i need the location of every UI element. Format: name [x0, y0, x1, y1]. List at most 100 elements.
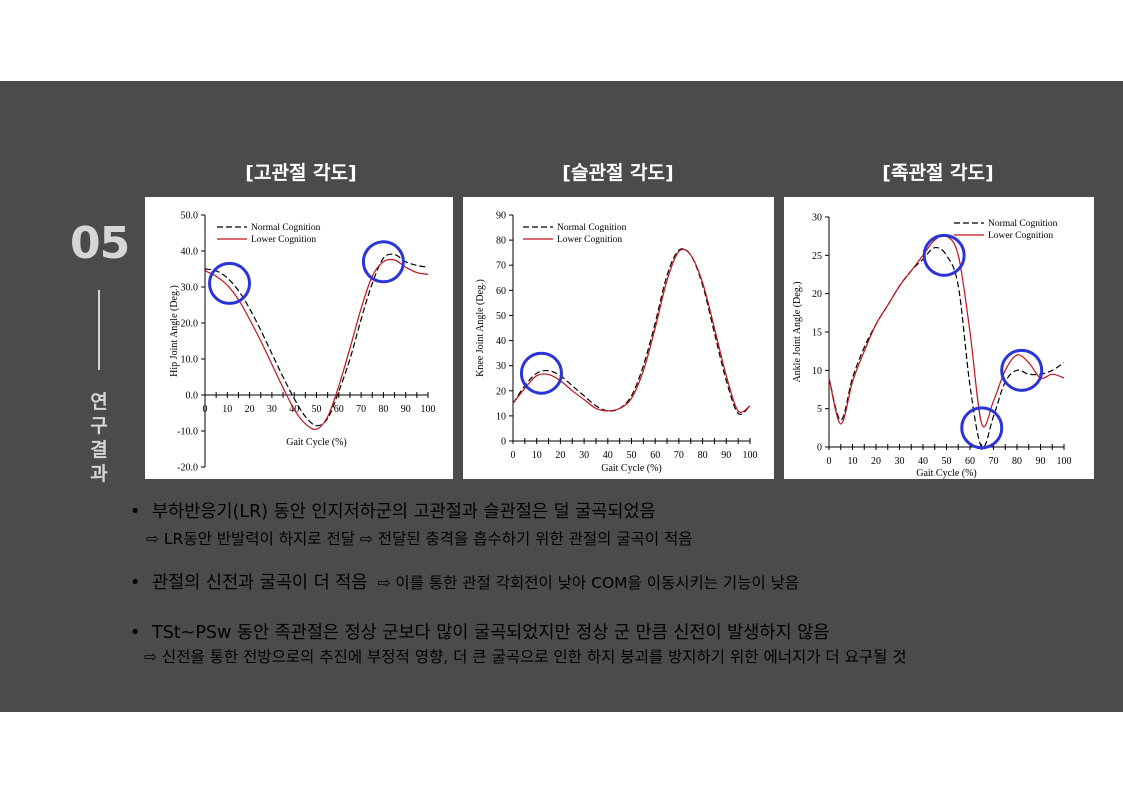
x-tick-label: 100	[1057, 456, 1072, 467]
y-tick-label: 0	[501, 437, 506, 448]
x-tick-label: 70	[356, 404, 366, 415]
x-tick-label: 80	[378, 404, 388, 415]
y-axis-title: Ankle Joint Angle (Deg.)	[792, 281, 803, 382]
legend-label: Normal Cognition	[251, 223, 321, 233]
section-label-char: 구	[90, 415, 108, 437]
y-axis-title: Knee Joint Angle (Deg.)	[475, 279, 486, 377]
highlight-circle	[519, 351, 563, 395]
x-tick-label: 90	[1036, 456, 1046, 467]
y-tick-label: 10	[812, 366, 822, 377]
x-tick-label: 100	[421, 404, 436, 415]
y-axis-title: Hip Joint Angle (Deg.)	[169, 285, 180, 377]
y-tick-label: 50	[496, 311, 506, 322]
x-tick-label: 30	[895, 456, 905, 467]
y-tick-label: 60	[496, 286, 506, 297]
y-tick-label: 90	[496, 211, 506, 222]
bullet-marker: •	[130, 573, 141, 593]
bullet-3: • TSt~PSw 동안 족관절은 정상 군보다 많이 굴곡되었지만 정상 군 만…	[130, 619, 829, 644]
y-tick-label: 5	[817, 404, 822, 415]
bullet-1: • 부하반응기(LR) 동안 인지저하군의 고관절과 슬관절은 덜 굴곡되었음	[130, 498, 656, 523]
y-tick-label: 80	[496, 236, 506, 247]
bullet-2-inline: ⇨ 이를 통한 관절 각회전이 낮아 COM을 이동시키는 기능이 낮음	[377, 574, 800, 592]
x-tick-label: 50	[942, 456, 952, 467]
bullet-marker: •	[130, 623, 141, 643]
y-tick-label: 10	[496, 411, 506, 422]
legend-label: Lower Cognition	[251, 235, 316, 245]
y-tick-label: 20.0	[181, 319, 199, 330]
bullet-3-text: TSt~PSw 동안 족관절은 정상 군보다 많이 굴곡되었지만 정상 군 만큼…	[152, 623, 830, 643]
section-label-char: 결	[90, 439, 108, 461]
y-tick-label: 15	[812, 328, 822, 339]
hip-chart-panel: 50.0 40.0 30.0 20.0 10.0 0.0 -10.0 -20.0 0 10 20 30…	[145, 197, 453, 479]
x-tick-label: 50	[312, 404, 322, 415]
x-tick-label: 30	[267, 404, 277, 415]
x-tick-label: 20	[245, 404, 255, 415]
x-tick-label: 30	[579, 450, 589, 461]
y-tick-label: 0.0	[186, 391, 199, 402]
y-tick-label: -20.0	[177, 463, 198, 474]
x-axis-title: Gait Cycle (%)	[286, 437, 347, 448]
hip-chart-title: [고관절 각도]	[245, 162, 357, 184]
y-tick-label: 70	[496, 261, 506, 272]
y-tick-label: 0	[817, 443, 822, 454]
x-tick-label: 10	[532, 450, 542, 461]
x-tick-label: 70	[989, 456, 999, 467]
y-tick-label: 50.0	[181, 211, 199, 222]
knee-chart-panel: 0 10 20 30 40 50 60 70 80 90 0 10 20 30 40 50 60 70 80 90 10…	[463, 197, 774, 479]
x-tick-label: 0	[203, 404, 208, 415]
x-tick-label: 10	[222, 404, 232, 415]
legend-label: Normal Cognition	[988, 219, 1058, 229]
y-tick-label: 20	[496, 386, 506, 397]
legend-label: Normal Cognition	[557, 223, 627, 233]
bullet-marker: •	[130, 502, 141, 522]
x-tick-label: 40	[603, 450, 613, 461]
section-label-char: 과	[90, 463, 108, 485]
series-lower-line	[204, 258, 429, 431]
x-tick-label: 80	[1012, 456, 1022, 467]
bullet-1-text: 부하반응기(LR) 동안 인지저하군의 고관절과 슬관절은 덜 굴곡되었음	[152, 502, 656, 522]
x-tick-label: 60	[650, 450, 660, 461]
bullet-2: • 관절의 신전과 굴곡이 더 적음 ⇨ 이를 통한 관절 각회전이 낮아 COM을…	[130, 569, 799, 594]
ankle-chart-title: [족관절 각도]	[882, 162, 994, 184]
x-tick-label: 90	[721, 450, 731, 461]
series-normal-line	[204, 253, 429, 427]
series-lower-line	[512, 248, 751, 413]
legend-label: Lower Cognition	[557, 235, 622, 245]
section-label: 연 구 결 과	[84, 390, 114, 486]
x-tick-label: 0	[827, 456, 832, 467]
section-number: 05	[70, 218, 130, 269]
highlight-circle	[922, 233, 966, 277]
x-tick-label: 10	[848, 456, 858, 467]
series-normal-line	[828, 246, 1065, 449]
y-tick-label: 40	[496, 336, 506, 347]
y-tick-label: -10.0	[177, 427, 198, 438]
y-tick-label: 40.0	[181, 247, 199, 258]
section-label-char: 연	[90, 391, 108, 413]
x-tick-label: 60	[334, 404, 344, 415]
ankle-chart: 0 5 10 15 20 25 30 0 10 20 30 40 50 60 70 80 90 100 Gait C…	[792, 213, 1072, 480]
highlight-circle	[1000, 348, 1044, 392]
x-axis-title: Gait Cycle (%)	[916, 468, 977, 479]
x-tick-label: 0	[511, 450, 516, 461]
bullet-3-sub: ⇨ 신전을 통한 전방으로의 추진에 부정적 영향, 더 큰 굴곡으로 인한 하…	[144, 648, 907, 666]
y-tick-label: 20	[812, 289, 822, 300]
x-tick-label: 60	[965, 456, 975, 467]
x-tick-label: 80	[698, 450, 708, 461]
hip-chart: 50.0 40.0 30.0 20.0 10.0 0.0 -10.0 -20.0 0 10 20 30…	[169, 211, 436, 474]
bullet-1-sub: ⇨ LR동안 반발력이 하지로 전달 ⇨ 전달된 충격을 흡수하기 위한 관절의…	[146, 530, 693, 548]
y-tick-label: 30	[496, 361, 506, 372]
series-normal-line	[512, 248, 751, 415]
x-tick-label: 20	[871, 456, 881, 467]
highlight-circle	[361, 240, 405, 284]
x-tick-label: 90	[401, 404, 411, 415]
highlight-circle	[208, 261, 252, 305]
knee-chart: 0 10 20 30 40 50 60 70 80 90 0 10 20 30 40 50 60 70 80 90 10…	[475, 211, 758, 475]
x-tick-label: 20	[555, 450, 565, 461]
legend-label: Lower Cognition	[988, 231, 1053, 241]
x-tick-label: 70	[674, 450, 684, 461]
bullet-2-text: 관절의 신전과 굴곡이 더 적음	[152, 573, 368, 593]
x-tick-label: 100	[743, 450, 758, 461]
y-tick-label: 10.0	[181, 355, 199, 366]
y-tick-label: 25	[812, 251, 822, 262]
series-lower-line	[828, 234, 1065, 428]
